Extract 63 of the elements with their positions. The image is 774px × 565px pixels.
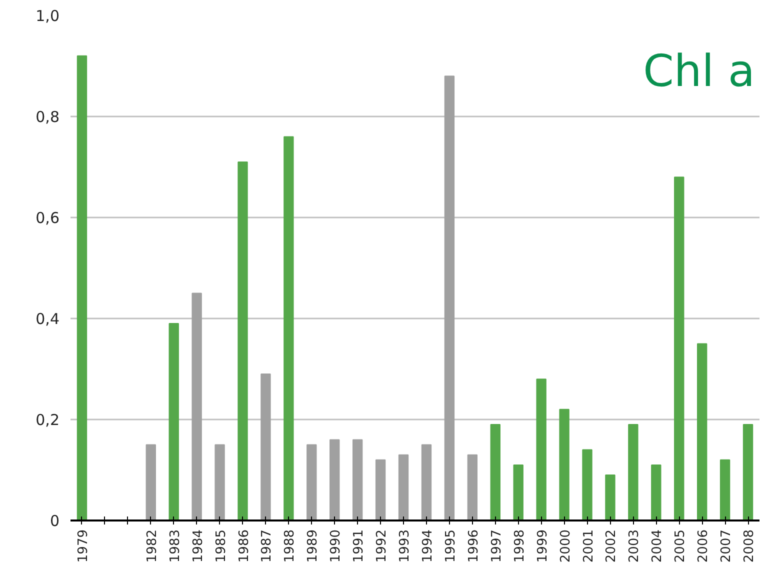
bar <box>398 454 409 520</box>
x-tick-label: 1988 <box>282 529 298 563</box>
bar <box>192 292 202 520</box>
x-tick-label: 1987 <box>260 529 275 563</box>
x-tick-label: 1992 <box>374 529 390 563</box>
y-tick-label: 0 <box>50 512 60 530</box>
y-tick-label: 0,2 <box>36 411 60 429</box>
bar <box>651 464 662 520</box>
y-tick-label: 1,0 <box>36 7 60 25</box>
bar <box>696 343 708 520</box>
x-tick-label: 1994 <box>420 529 436 563</box>
x-tick-label: 2008 <box>742 529 758 563</box>
bar <box>76 55 88 520</box>
x-tick-label: 1982 <box>144 529 160 563</box>
bar <box>513 464 524 520</box>
x-tick-label: 1990 <box>328 529 344 563</box>
x-tick-label: 1985 <box>214 529 229 563</box>
bar <box>306 444 317 520</box>
bar <box>168 323 179 520</box>
bar <box>582 449 592 520</box>
bar <box>490 424 500 520</box>
x-tick-label: 1979 <box>76 529 91 563</box>
bar <box>284 136 294 520</box>
bar <box>536 378 546 520</box>
bar <box>444 76 455 520</box>
bar <box>467 454 478 520</box>
x-tick-label: 1991 <box>352 529 367 563</box>
x-tick-label: 1989 <box>306 529 321 563</box>
bar <box>628 424 638 520</box>
x-tick-label: 2005 <box>673 529 688 563</box>
x-tick-label: 1996 <box>466 529 482 563</box>
text: Chl a <box>643 46 755 97</box>
x-tick-label: 2004 <box>650 529 666 563</box>
bar <box>238 161 248 520</box>
bar <box>421 444 432 520</box>
x-tick-label: 1995 <box>443 529 458 563</box>
x-tick-label: 2006 <box>696 529 712 563</box>
x-tick-label: 2001 <box>581 529 596 563</box>
bar <box>720 459 730 520</box>
x-tick-label: 2000 <box>558 529 574 563</box>
bar <box>214 444 225 520</box>
bar <box>260 374 271 520</box>
x-tick-label: 1999 <box>535 529 550 563</box>
x-tick-label: 2003 <box>627 529 642 563</box>
x-tick-label: 1997 <box>489 529 504 563</box>
bar <box>375 459 386 520</box>
bar <box>674 176 684 520</box>
bar <box>605 474 616 520</box>
x-tick-label: 1986 <box>236 529 252 563</box>
x-tick-label: 2002 <box>604 529 620 563</box>
bar <box>559 408 570 520</box>
y-tick-label: 0,4 <box>36 310 60 328</box>
y-tick-label: 0,6 <box>36 209 60 227</box>
bar <box>330 439 340 520</box>
x-tick-label: 1998 <box>512 529 528 563</box>
x-tick-label: 2007 <box>719 529 734 563</box>
x-tick-label: 1984 <box>190 529 206 563</box>
bar <box>352 439 363 520</box>
x-tick-label: 1983 <box>168 529 183 563</box>
x-tick-label: 1993 <box>398 529 413 563</box>
y-tick-label: 0,8 <box>36 108 60 126</box>
bar <box>146 444 156 520</box>
bar <box>742 424 754 520</box>
